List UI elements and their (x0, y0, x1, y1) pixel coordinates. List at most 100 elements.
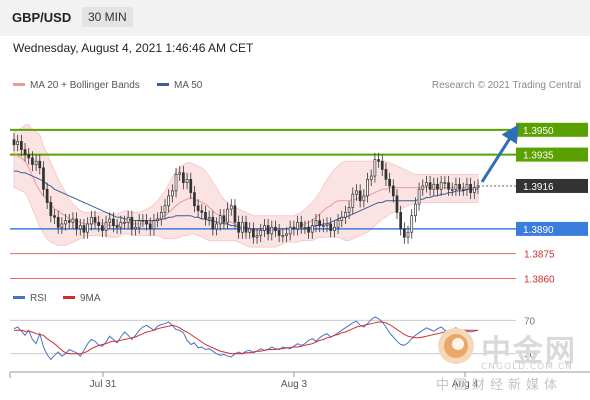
candle (167, 189, 171, 213)
candle-body (93, 216, 97, 223)
timeframe-badge[interactable]: 30 MIN (82, 7, 133, 27)
legend-ma20: MA 20 + Bollinger Bands (13, 80, 140, 91)
candle (325, 217, 329, 233)
candle-body (410, 215, 414, 233)
candle-body (274, 226, 277, 231)
candle (321, 218, 325, 233)
candle (303, 220, 307, 234)
candle-body (436, 183, 439, 190)
candle-body (196, 205, 200, 212)
candle (443, 176, 447, 190)
candle (432, 177, 436, 196)
rsi-chart: 70 30 (10, 316, 536, 361)
candle (336, 214, 340, 234)
level-label: 1.3916 (523, 182, 554, 193)
level-label: 1.3950 (523, 126, 554, 137)
candle-body (229, 205, 233, 210)
candle-body (292, 226, 296, 230)
candle-body (406, 231, 410, 238)
candle (450, 182, 454, 196)
candle (123, 215, 126, 229)
candle-body (461, 188, 465, 191)
candle-body (318, 220, 322, 226)
candle-body (145, 220, 148, 225)
candle (12, 133, 16, 152)
resistance-label-bg (516, 147, 588, 162)
level-label: 1.3875 (524, 250, 555, 261)
candle (145, 214, 148, 231)
candle-body (299, 221, 303, 228)
candle (281, 228, 285, 243)
candle (366, 172, 369, 203)
candle-body (384, 169, 388, 180)
candle-body (12, 139, 16, 146)
candle-body (53, 215, 56, 218)
candle (285, 227, 288, 243)
candle (288, 220, 292, 241)
candle-body (185, 179, 189, 184)
candle-body (82, 225, 86, 233)
candle-body (189, 179, 193, 193)
candle (141, 214, 145, 228)
candle-body (130, 216, 134, 230)
candle (296, 215, 299, 236)
candle (112, 212, 115, 233)
candle-body (325, 223, 329, 226)
candle (244, 215, 248, 239)
time-axis: Jul 31 Aug 3 Aug 4 (9, 371, 590, 390)
candle-body (152, 220, 156, 230)
candle (373, 152, 377, 183)
candle (42, 161, 45, 196)
level-current: 1.3916 (478, 178, 588, 193)
candle (344, 205, 347, 224)
candle (222, 209, 226, 229)
resistance-label-bg (516, 122, 588, 137)
candle (101, 218, 104, 238)
candle-body (108, 218, 112, 223)
candle (384, 162, 388, 186)
candle (229, 199, 233, 216)
level-support: 1.3875 (10, 250, 555, 261)
candle (207, 210, 211, 226)
candle-body (432, 183, 436, 190)
watermark-subtitle: 中国财经新媒体 (436, 378, 563, 393)
candle (458, 177, 461, 196)
candle (277, 223, 281, 243)
candle-body (439, 182, 443, 190)
candle-body (458, 183, 461, 190)
candle (67, 214, 71, 229)
candle (64, 214, 67, 231)
candle (395, 189, 399, 219)
candle-body (86, 223, 90, 233)
legend-9ma: 9MA (63, 293, 101, 304)
candle (461, 182, 465, 196)
candle (439, 176, 443, 196)
candle (388, 172, 391, 193)
candle-body (399, 212, 403, 230)
candle-body (42, 167, 45, 190)
candle-body (159, 212, 163, 220)
candle-body (259, 230, 263, 236)
candle (347, 200, 351, 219)
candle (248, 222, 252, 239)
candle-body (137, 220, 141, 228)
candle-body (395, 195, 399, 213)
candle (340, 210, 344, 228)
level-label: 1.3935 (523, 151, 554, 162)
candle (469, 177, 472, 200)
candle-body (421, 185, 425, 190)
time-tick-label: Aug 3 (281, 379, 308, 390)
candle (137, 214, 141, 234)
candle-body (237, 221, 240, 233)
candle-body (218, 215, 222, 225)
candle-body (215, 223, 218, 230)
rsi-level-label: 70 (524, 316, 536, 327)
candle-body (222, 215, 226, 223)
candle (130, 210, 134, 236)
candle-body (248, 228, 252, 233)
candle-body (321, 225, 325, 227)
watermark-logo-icon (438, 328, 474, 364)
candle-body (104, 221, 108, 231)
candle (402, 222, 406, 244)
candle (78, 218, 82, 236)
